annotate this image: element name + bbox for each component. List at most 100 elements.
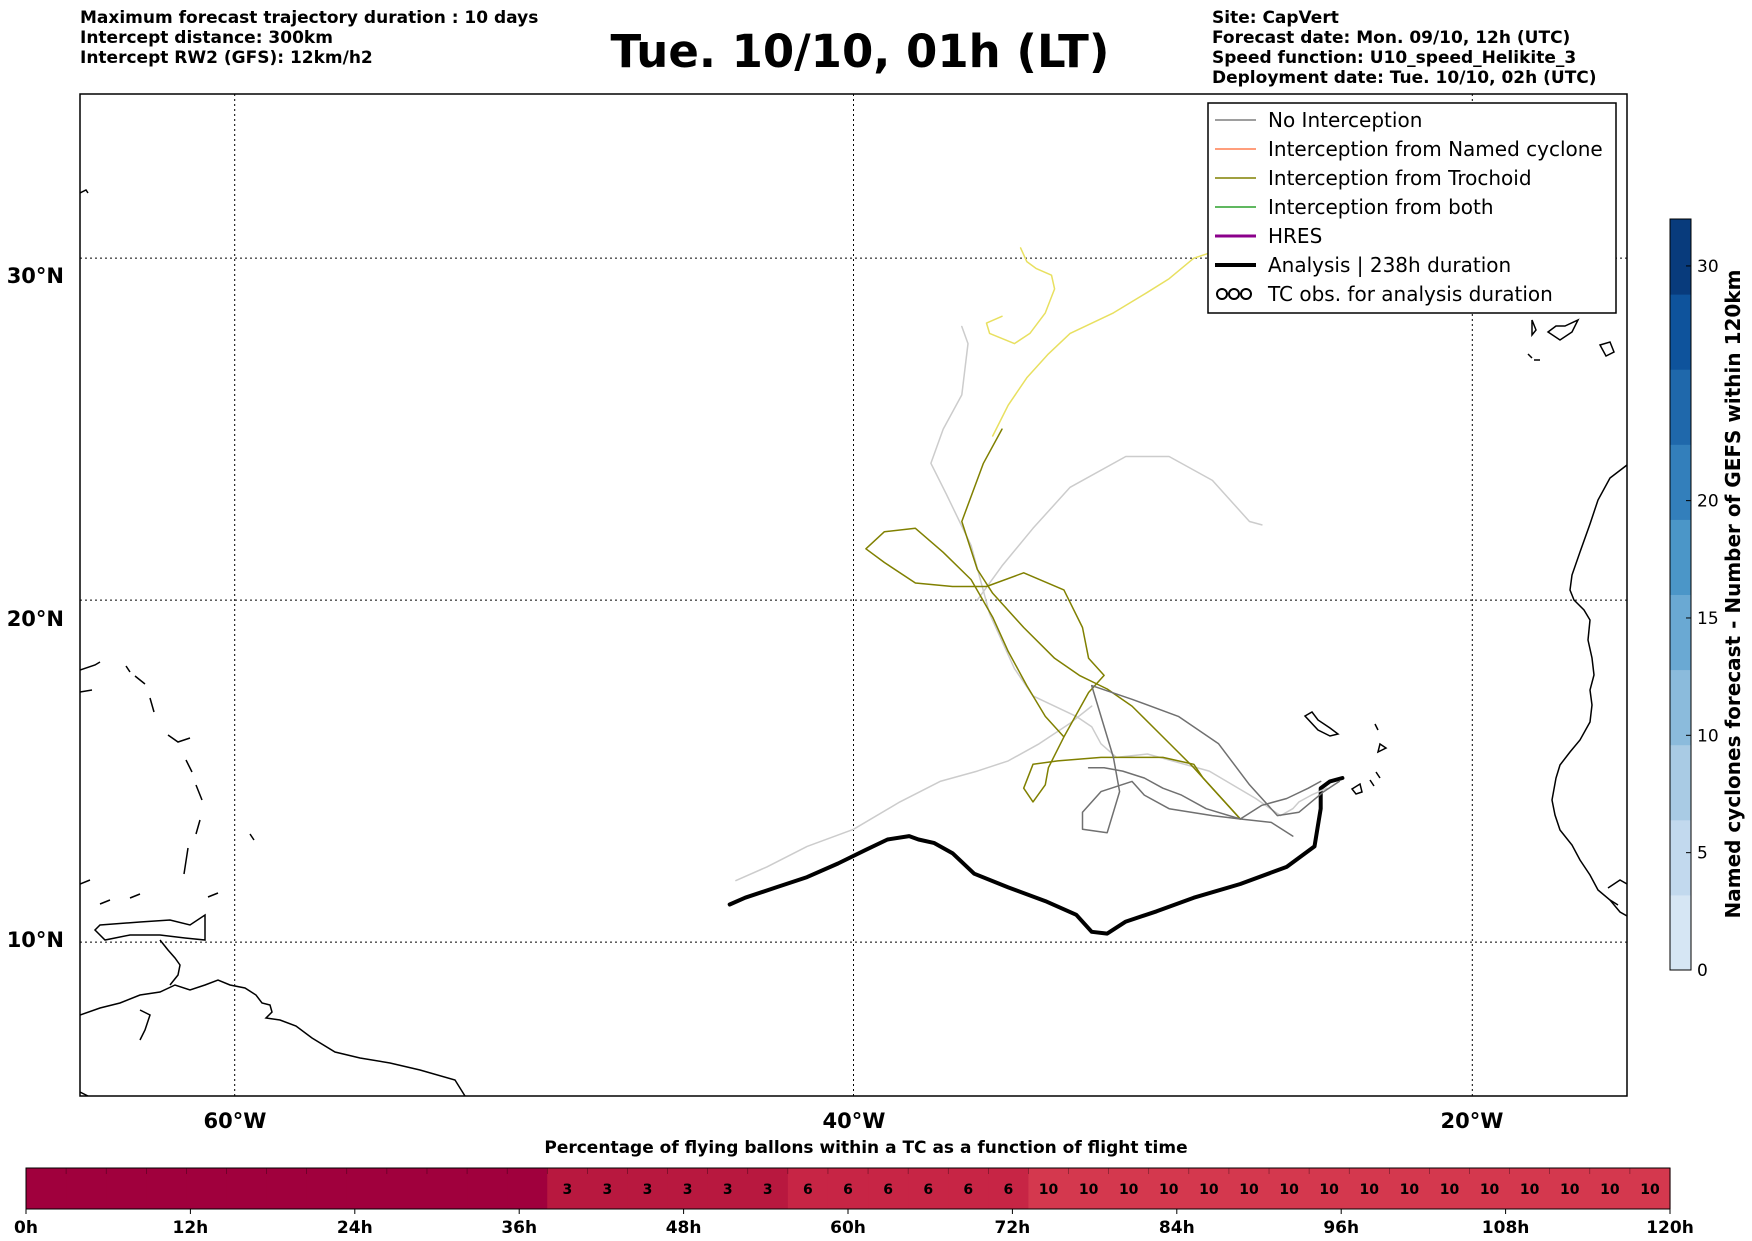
header-left-info: Maximum forecast trajectory duration : 1… [80, 8, 538, 68]
colorbar-cell [1670, 594, 1691, 671]
lat-tick-label: 10°N [7, 928, 64, 952]
time-bin-value: 6 [883, 1182, 893, 1198]
forecast-trajectory-line [1087, 766, 1322, 820]
time-bin-cell [1188, 1168, 1230, 1209]
colorbar-tick-label: 15 [1697, 609, 1719, 629]
cyclone-colorbar: 0 5 10 15 20 30 Named cyclones forecast - Num… [1669, 218, 1745, 981]
coastlines [80, 189, 1627, 1096]
coastline-small-islands [80, 879, 219, 905]
colorbar-cell [1670, 369, 1691, 445]
time-bin-cell [868, 1168, 909, 1209]
forecast-trajectory-line [865, 527, 1242, 820]
time-bin-value: 10 [1039, 1182, 1059, 1198]
lat-tick-label: 20°N [7, 607, 64, 631]
coastline-canary-islands [1527, 318, 1615, 361]
map-frame [79, 93, 1628, 1097]
colorbar-cell [1670, 744, 1691, 821]
colorbar-cell [1670, 219, 1691, 295]
colorbar-cell [1670, 444, 1691, 520]
time-bin-cell [346, 1168, 388, 1209]
time-bin-value: 10 [1079, 1182, 1099, 1198]
tc-percentage-bar-title: Percentage of flying ballons within a TC… [544, 1138, 1187, 1158]
time-bin-value: 6 [923, 1182, 933, 1198]
legend-label: Interception from both [1268, 195, 1494, 219]
time-bin-cell [988, 1168, 1030, 1209]
time-bin-cell [1429, 1168, 1471, 1209]
colorbar-tick-label: 30 [1697, 257, 1719, 277]
time-axis-tick-label: 72h [995, 1218, 1031, 1238]
time-bin-cell [186, 1168, 228, 1209]
colorbar-cell [1670, 894, 1691, 971]
time-bin-value: 10 [1640, 1182, 1660, 1198]
coastline-lesser-antilles [80, 661, 255, 875]
legend-label: Analysis | 238h duration [1268, 253, 1511, 277]
time-bin-cell [1589, 1168, 1631, 1209]
legend: No Interception Interception from Named c… [1207, 102, 1617, 314]
colorbar-tick-label: 0 [1697, 961, 1708, 981]
time-bin-cell [1068, 1168, 1110, 1209]
coastline-cape-verde [1350, 771, 1381, 795]
time-axis-tick-label: 48h [666, 1218, 702, 1238]
time-bin-cell [707, 1168, 749, 1209]
time-bin-cell [1389, 1168, 1431, 1209]
header-left-line-3: Intercept RW2 (GFS): 12km/h2 [80, 48, 373, 68]
time-bin-cell [587, 1168, 629, 1209]
tc-percentage-bar: Percentage of flying ballons within a TC… [14, 1138, 1694, 1238]
time-bin-value: 6 [843, 1182, 853, 1198]
time-bin-value: 6 [963, 1182, 973, 1198]
time-bin-cell [948, 1168, 989, 1209]
time-bin-cell [1269, 1168, 1310, 1209]
time-bin-cell [1469, 1168, 1511, 1209]
coastline-islands-b [139, 1009, 151, 1041]
legend-label: HRES [1268, 224, 1322, 248]
time-bin-value: 10 [1199, 1182, 1219, 1198]
time-bin-value: 10 [1360, 1182, 1380, 1198]
colorbar-cell [1670, 519, 1691, 595]
header-right-line-4: Deployment date: Tue. 10/10, 02h (UTC) [1212, 68, 1597, 88]
time-bin-value: 3 [763, 1182, 773, 1198]
time-bin-value: 10 [1239, 1182, 1259, 1198]
time-axis-tick-label: 84h [1159, 1218, 1195, 1238]
time-bin-value: 10 [1600, 1182, 1620, 1198]
time-bin-cell [1509, 1168, 1551, 1209]
analysis-track-line [727, 776, 1345, 936]
header-left-line-2: Intercept distance: 300km [80, 28, 333, 48]
colorbar-cell [1670, 669, 1691, 746]
colorbar-tick-label: 20 [1697, 492, 1719, 512]
time-axis-tick-label: 120h [1646, 1218, 1694, 1238]
forecast-trajectory-line [976, 455, 1263, 601]
time-bin-cell [827, 1168, 869, 1209]
lon-tick-label: 20°W [1441, 1109, 1504, 1133]
time-bin-cell [1549, 1168, 1591, 1209]
time-bin-cell [26, 1168, 67, 1209]
time-bin-value: 6 [1004, 1182, 1014, 1198]
coastline-west-africa [1551, 464, 1627, 917]
time-bin-cell [1148, 1168, 1190, 1209]
time-bin-cell [426, 1168, 468, 1209]
coastline-south-america [80, 979, 466, 1096]
time-bin-cell [1629, 1168, 1671, 1209]
time-bin-cell [1349, 1168, 1390, 1209]
page-title: Tue. 10/10, 01h (LT) [610, 25, 1110, 78]
forecast-trajectory-line [735, 705, 1093, 882]
time-bin-value: 10 [1400, 1182, 1420, 1198]
coastline-africa-islands [1607, 879, 1627, 906]
forecast-trajectory-line [930, 325, 1328, 817]
time-bin-cell [306, 1168, 348, 1209]
time-bin-value: 3 [683, 1182, 693, 1198]
coastline-islands-a [159, 939, 181, 986]
time-bin-cell [627, 1168, 669, 1209]
header-left-line-1: Maximum forecast trajectory duration : 1… [80, 8, 539, 28]
time-bin-value: 3 [643, 1182, 653, 1198]
time-bin-cell [747, 1168, 789, 1209]
tc-symbol-icon [1228, 288, 1240, 300]
tc-symbol-icon [1240, 288, 1252, 300]
time-bin-cell [507, 1168, 548, 1209]
legend-box [1207, 102, 1617, 314]
lon-tick-label: 60°W [204, 1109, 267, 1133]
time-bin-value: 10 [1560, 1182, 1580, 1198]
time-bin-value: 10 [1159, 1182, 1179, 1198]
time-bin-value: 10 [1319, 1182, 1339, 1198]
time-bin-cell [467, 1168, 508, 1209]
